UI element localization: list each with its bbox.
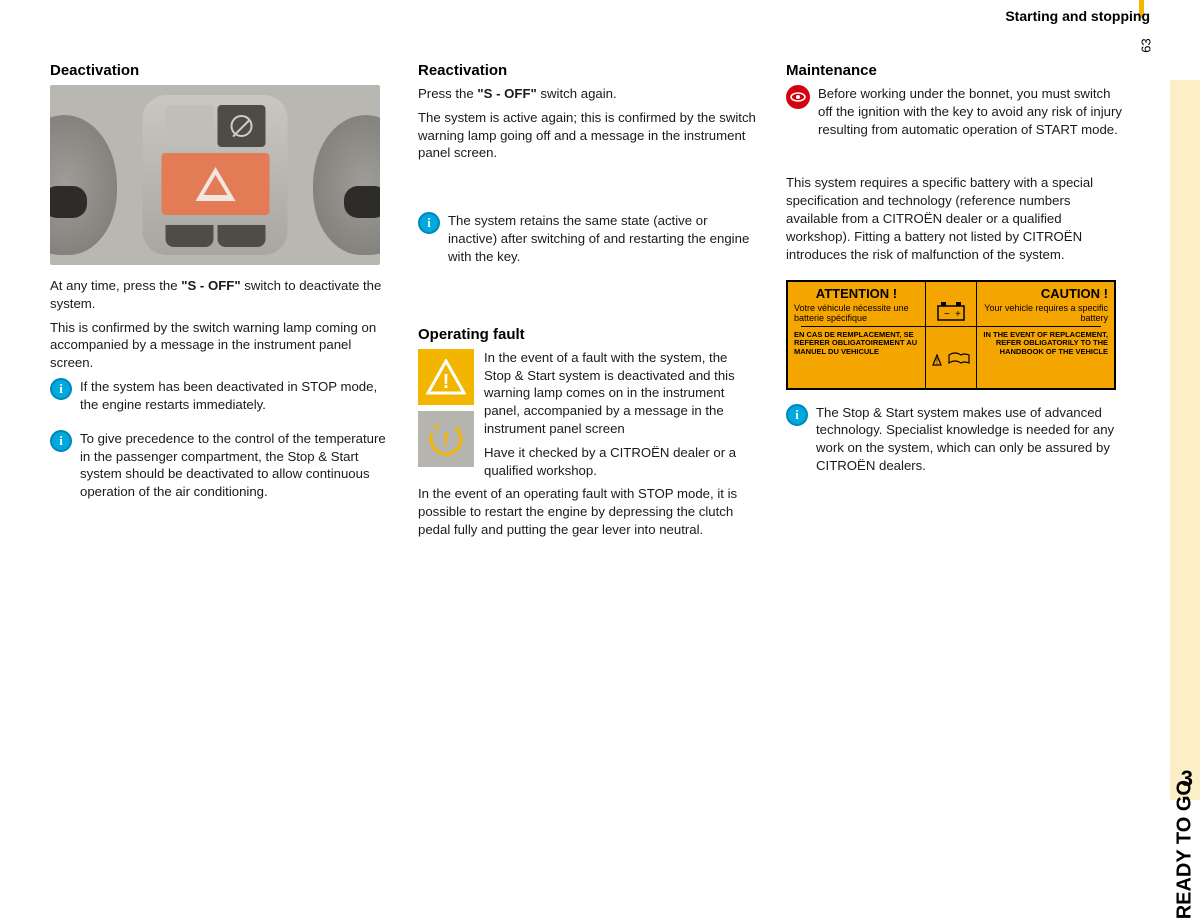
svg-text:−: − [944, 309, 950, 320]
caution-center-icons: −+ ! [925, 282, 977, 388]
page-number: 63 [1138, 38, 1153, 52]
fault-block: ! ! In the event of a fault with the sys… [418, 349, 758, 486]
info-specialist: i The Stop & Start system makes use of a… [786, 404, 1126, 481]
service-icon: ! [418, 411, 474, 467]
triangle-book-icon: ! [931, 347, 971, 369]
heading-reactivation: Reactivation [418, 62, 758, 79]
heading-operating-fault: Operating fault [418, 326, 758, 343]
deactivation-para-2: This is confirmed by the switch warning … [50, 319, 390, 372]
info-icon: i [50, 378, 72, 400]
reactivation-para-1: Press the "S - OFF" switch again. [418, 85, 758, 103]
s-off-button [217, 105, 265, 147]
info-icon: i [786, 404, 808, 426]
warning-bonnet: Before working under the bonnet, you mus… [786, 85, 1126, 144]
heading-maintenance: Maintenance [786, 62, 1126, 79]
column-maintenance: Maintenance Before working under the bon… [786, 62, 1126, 545]
info-stop-mode: i If the system has been deactivated in … [50, 378, 390, 420]
center-stack [143, 95, 288, 255]
info-icon: i [418, 212, 440, 234]
s-off-icon [230, 115, 252, 137]
eye-icon [786, 85, 810, 109]
battery-para: This system requires a specific battery … [786, 174, 1126, 263]
heading-deactivation: Deactivation [50, 62, 390, 79]
caution-french: ATTENTION ! Votre véhicule nécessite une… [788, 282, 925, 388]
chapter-number: 3 [1181, 766, 1193, 792]
page-content: Deactivation [50, 20, 1140, 780]
chapter-title: READY TO GO [1173, 780, 1196, 919]
svg-text:!: ! [443, 429, 450, 451]
hazard-button [161, 153, 269, 215]
warning-triangle-icon: ! [418, 349, 474, 405]
fault-para-3: In the event of an operating fault with … [418, 485, 758, 538]
bottom-button-right [217, 225, 265, 247]
dashboard-illustration [50, 85, 380, 265]
vent-left [50, 115, 117, 255]
caution-h-divider [801, 326, 1101, 327]
column-reactivation: Reactivation Press the "S - OFF" switch … [418, 62, 758, 545]
battery-icon: −+ [936, 300, 966, 322]
reactivation-para-2: The system is active again; this is conf… [418, 109, 758, 162]
caution-english: CAUTION ! Your vehicle requires a specif… [977, 282, 1114, 388]
chapter-side-tab: READY TO GO 3 [1170, 80, 1200, 800]
deactivation-para-1: At any time, press the "S - OFF" switch … [50, 277, 390, 313]
hazard-triangle-icon [195, 167, 235, 201]
info-icon: i [50, 430, 72, 452]
top-button-blank [165, 105, 213, 147]
info-aircon: i To give precedence to the control of t… [50, 430, 390, 507]
svg-text:!: ! [936, 357, 938, 366]
warning-icons: ! ! [418, 349, 474, 473]
info-state-retained: i The system retains the same state (act… [418, 212, 758, 271]
battery-caution-label: ATTENTION ! Votre véhicule nécessite une… [786, 280, 1116, 390]
svg-text:+: + [955, 309, 961, 320]
svg-text:!: ! [443, 371, 450, 393]
vent-right [313, 115, 380, 255]
column-deactivation: Deactivation [50, 62, 390, 545]
columns: Deactivation [50, 62, 1140, 545]
bottom-button-left [165, 225, 213, 247]
